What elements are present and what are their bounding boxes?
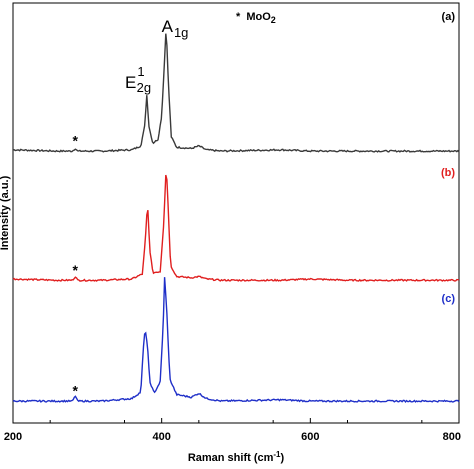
x-tick-label-600: 600	[301, 431, 319, 443]
panel-labels: (a) (b) (c)	[441, 11, 455, 305]
series-group	[12, 33, 460, 404]
legend-note-star: *	[236, 11, 241, 23]
series-line-c	[12, 277, 460, 404]
star-marker-b: *	[72, 262, 78, 278]
x-axis-title: Raman shift (cm-1)	[188, 450, 285, 464]
panel-label-c: (c)	[442, 293, 456, 305]
x-tick-label-400: 400	[152, 431, 170, 443]
legend-note-text: MoO	[246, 11, 271, 23]
peak-label-a1g: A1g	[162, 17, 189, 40]
star-marker-c: *	[72, 383, 78, 399]
legend-note: * MoO2	[236, 11, 276, 25]
x-axis-title-sup: -1	[273, 450, 281, 459]
panel-label-b: (b)	[441, 167, 455, 179]
peak-label-e2g-sub: 2g	[137, 80, 151, 95]
series-line-a	[12, 33, 460, 153]
peak-label-e2g-main: E	[125, 73, 136, 92]
y-axis-title: Intensity (a.u.)	[0, 175, 11, 250]
series-line-b	[12, 174, 460, 282]
star-markers: * * *	[72, 133, 78, 399]
x-tick-label-200: 200	[4, 431, 22, 443]
peak-label-a1g-main: A	[162, 17, 174, 36]
x-axis-ticks: 200 400 600 800	[4, 418, 461, 443]
peak-label-e2g-sup: 1	[137, 64, 144, 79]
panel-label-a: (a)	[442, 11, 456, 23]
legend-note-sub: 2	[271, 15, 276, 25]
peak-label-a1g-sub: 1g	[174, 25, 188, 40]
x-axis-title-text: Raman shift (cm	[188, 452, 274, 464]
star-marker-a: *	[72, 133, 78, 149]
x-tick-label-800: 800	[443, 431, 461, 443]
plot-frame	[12, 2, 460, 424]
x-axis-title-close: )	[281, 452, 285, 464]
peak-label-e2g: E1 2g	[125, 64, 151, 95]
